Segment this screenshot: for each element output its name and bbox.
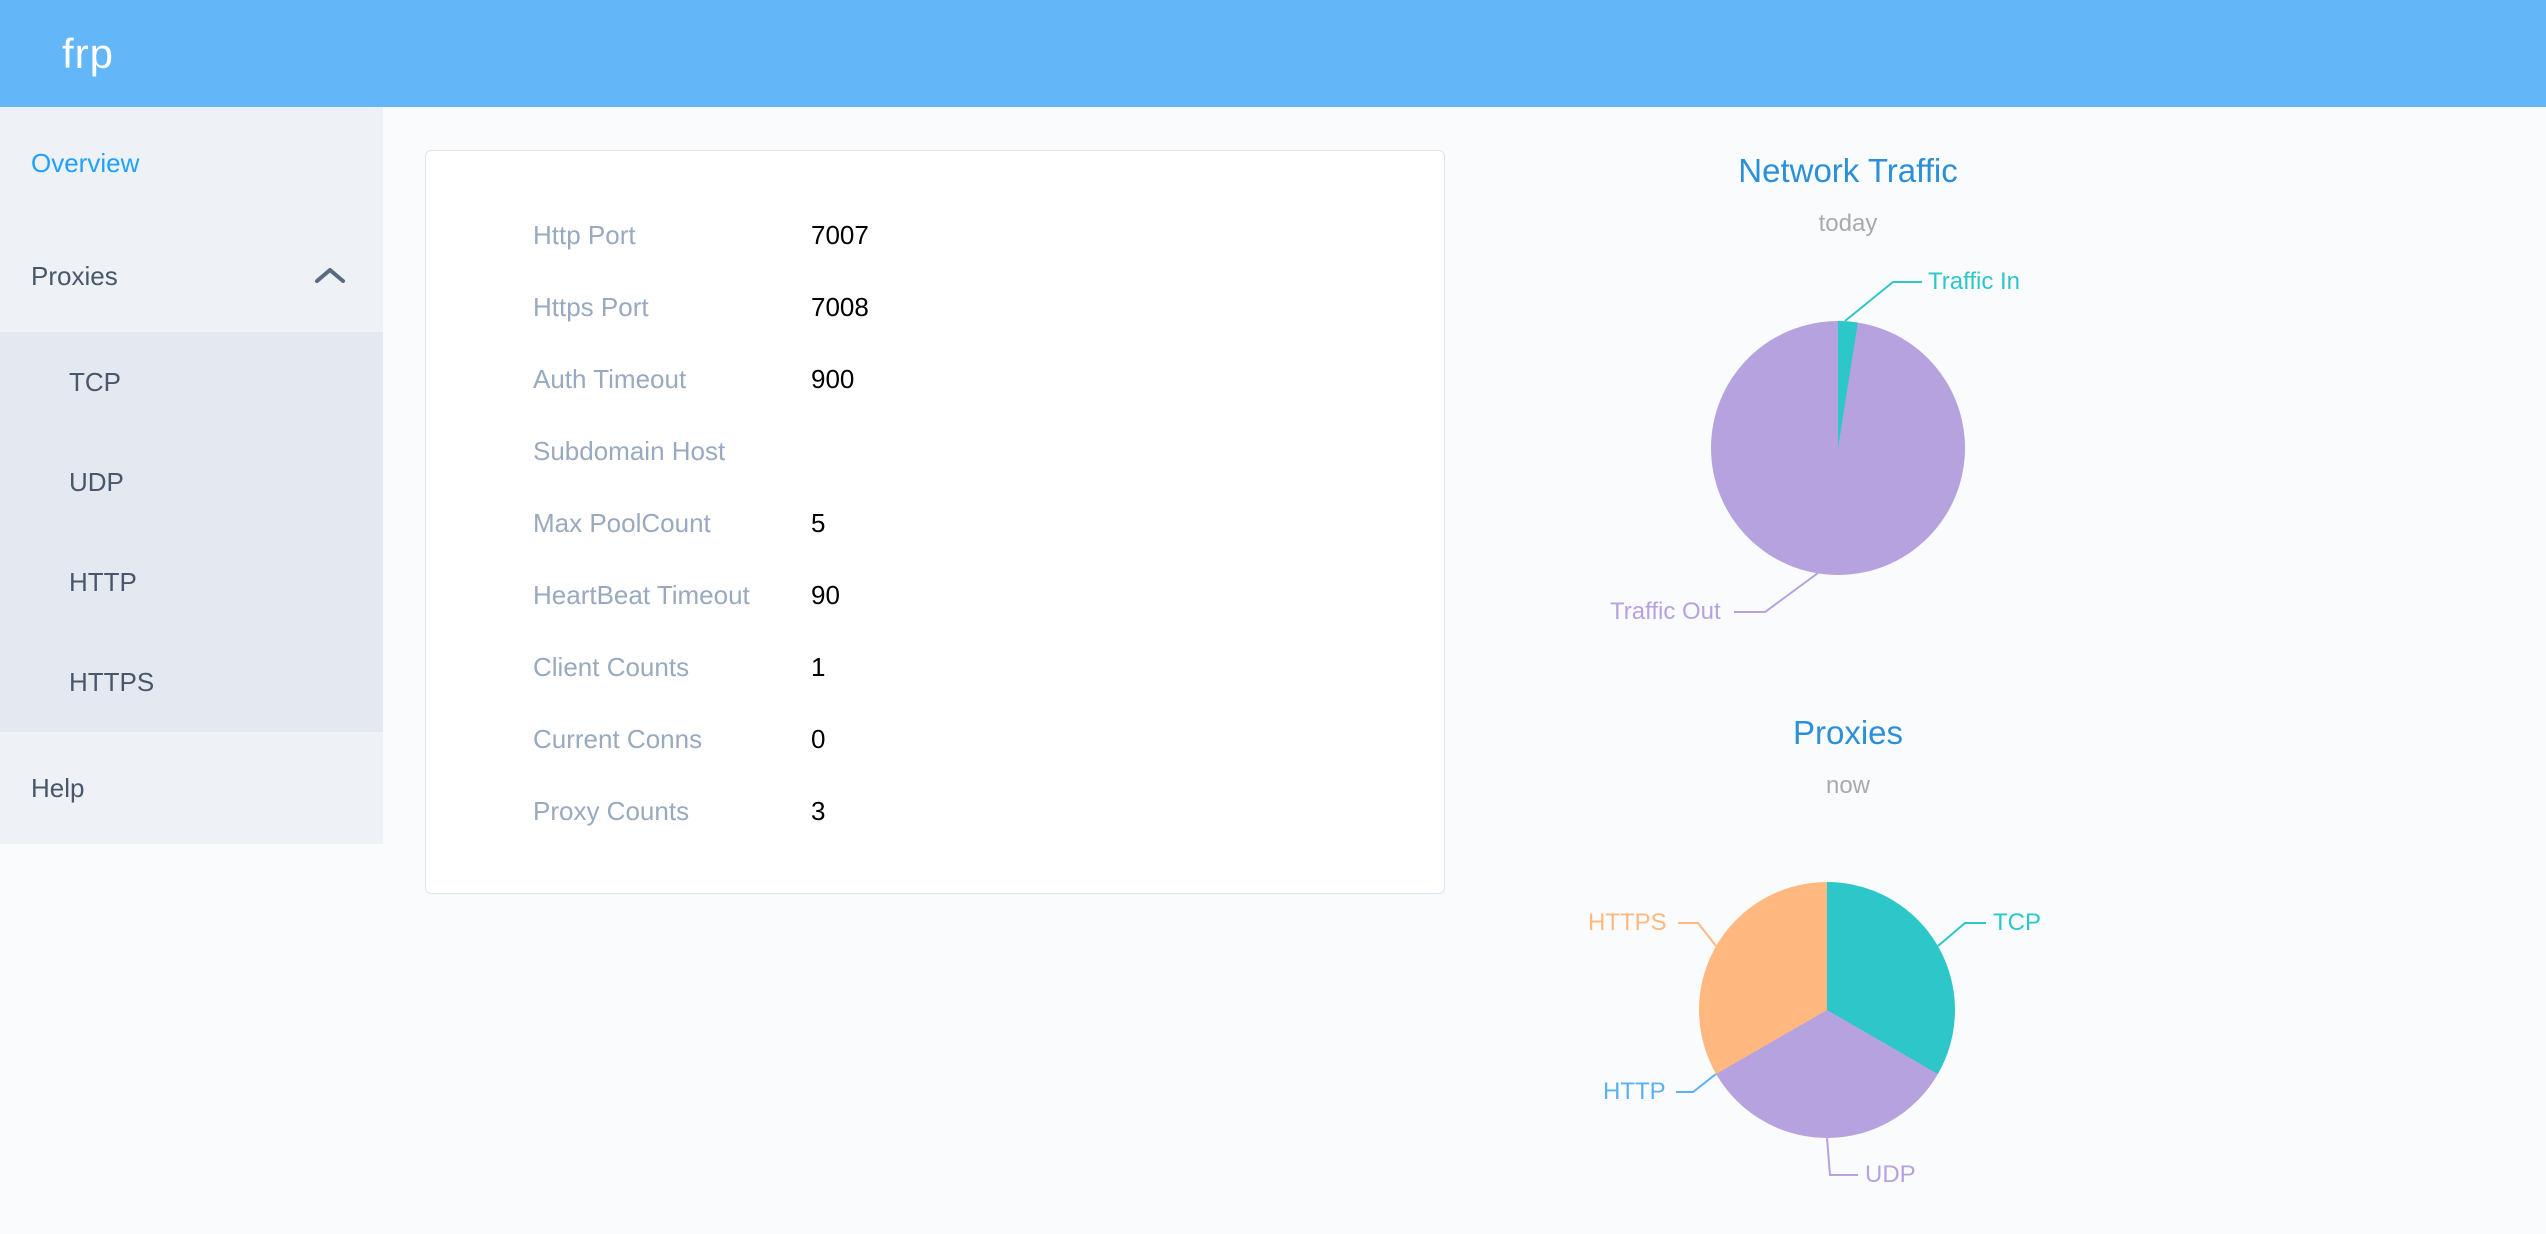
network-traffic-title: Network Traffic — [1738, 152, 1958, 189]
info-value: 90 — [811, 579, 840, 610]
info-value: 0 — [811, 723, 826, 754]
udp-label: UDP — [1865, 1161, 1916, 1188]
traffic-out-label: Traffic Out — [1610, 598, 1721, 625]
info-row-http-port: Http Port 7007 — [426, 199, 1444, 271]
tcp-label: TCP — [1993, 909, 2041, 936]
info-label: HeartBeat Timeout — [533, 579, 750, 610]
chevron-up-icon — [315, 268, 345, 283]
traffic-out-leader — [1734, 572, 1819, 613]
info-row-https-port: Https Port 7008 — [426, 271, 1444, 343]
sidebar-item-https-label: HTTPS — [69, 666, 155, 697]
https-label: HTTPS — [1588, 909, 1667, 936]
info-row-client-counts: Client Counts 1 — [426, 631, 1444, 703]
info-label: Auth Timeout — [533, 363, 687, 394]
traffic-in-leader — [1844, 281, 1922, 322]
info-row-heartbeat-timeout: HeartBeat Timeout 90 — [426, 559, 1444, 631]
info-label: Http Port — [533, 219, 636, 250]
http-leader — [1676, 1073, 1717, 1093]
info-label: Subdomain Host — [533, 435, 726, 466]
network-traffic-chart: Network Traffic today Traffic In Traffic… — [1518, 140, 2178, 660]
http-label: HTTP — [1603, 1078, 1666, 1105]
network-traffic-subtitle: today — [1818, 210, 1878, 237]
app-header: frp — [0, 0, 2546, 107]
sidebar: Overview Proxies TCP UDP HTTP HTTPS Help — [0, 107, 383, 844]
info-value: 7007 — [811, 219, 869, 250]
info-row-proxy-counts: Proxy Counts 3 — [426, 775, 1444, 847]
proxies-title: Proxies — [1792, 714, 1904, 751]
udp-leader — [1826, 1137, 1858, 1176]
sidebar-item-overview-label: Overview — [31, 148, 140, 178]
sidebar-item-udp-label: UDP — [69, 466, 124, 497]
info-label: Max PoolCount — [533, 507, 711, 538]
sidebar-item-tcp[interactable]: TCP — [0, 332, 383, 432]
info-value: 900 — [811, 363, 855, 394]
info-value: 1 — [811, 651, 826, 682]
sidebar-item-http-label: HTTP — [69, 566, 137, 597]
info-label: Https Port — [533, 291, 649, 322]
info-value: 5 — [811, 507, 826, 538]
info-row-max-poolcount: Max PoolCount 5 — [426, 487, 1444, 559]
proxies-submenu: TCP UDP HTTP HTTPS — [0, 332, 383, 732]
proxies-subtitle: now — [1825, 772, 1871, 799]
info-row-auth-timeout: Auth Timeout 900 — [426, 343, 1444, 415]
server-info-card: Http Port 7007 Https Port 7008 Auth Time… — [425, 150, 1445, 894]
info-value: 3 — [811, 795, 826, 826]
traffic-in-label: Traffic In — [1928, 268, 2021, 295]
sidebar-item-https[interactable]: HTTPS — [0, 632, 383, 732]
proxies-pie[interactable] — [1699, 882, 1955, 1138]
https-leader — [1678, 922, 1717, 947]
sidebar-item-udp[interactable]: UDP — [0, 432, 383, 532]
info-label: Client Counts — [533, 651, 690, 682]
info-label: Proxy Counts — [533, 795, 690, 826]
sidebar-item-proxies-label: Proxies — [31, 260, 118, 291]
sidebar-item-help[interactable]: Help — [0, 732, 383, 844]
sidebar-item-tcp-label: TCP — [69, 366, 121, 397]
network-traffic-pie[interactable] — [1711, 321, 1965, 575]
sidebar-item-overview[interactable]: Overview — [0, 107, 383, 220]
app-logo[interactable]: frp — [62, 29, 115, 77]
info-value: 7008 — [811, 291, 869, 322]
info-row-current-conns: Current Conns 0 — [426, 703, 1444, 775]
tcp-leader — [1937, 922, 1986, 947]
proxies-chart: Proxies now TCP UDP HTTP HTTPS — [1518, 700, 2178, 1234]
info-row-subdomain-host: Subdomain Host — [426, 415, 1444, 487]
info-label: Current Conns — [533, 723, 703, 754]
sidebar-item-proxies[interactable]: Proxies — [0, 220, 383, 332]
sidebar-item-http[interactable]: HTTP — [0, 532, 383, 632]
sidebar-item-help-label: Help — [31, 772, 85, 803]
